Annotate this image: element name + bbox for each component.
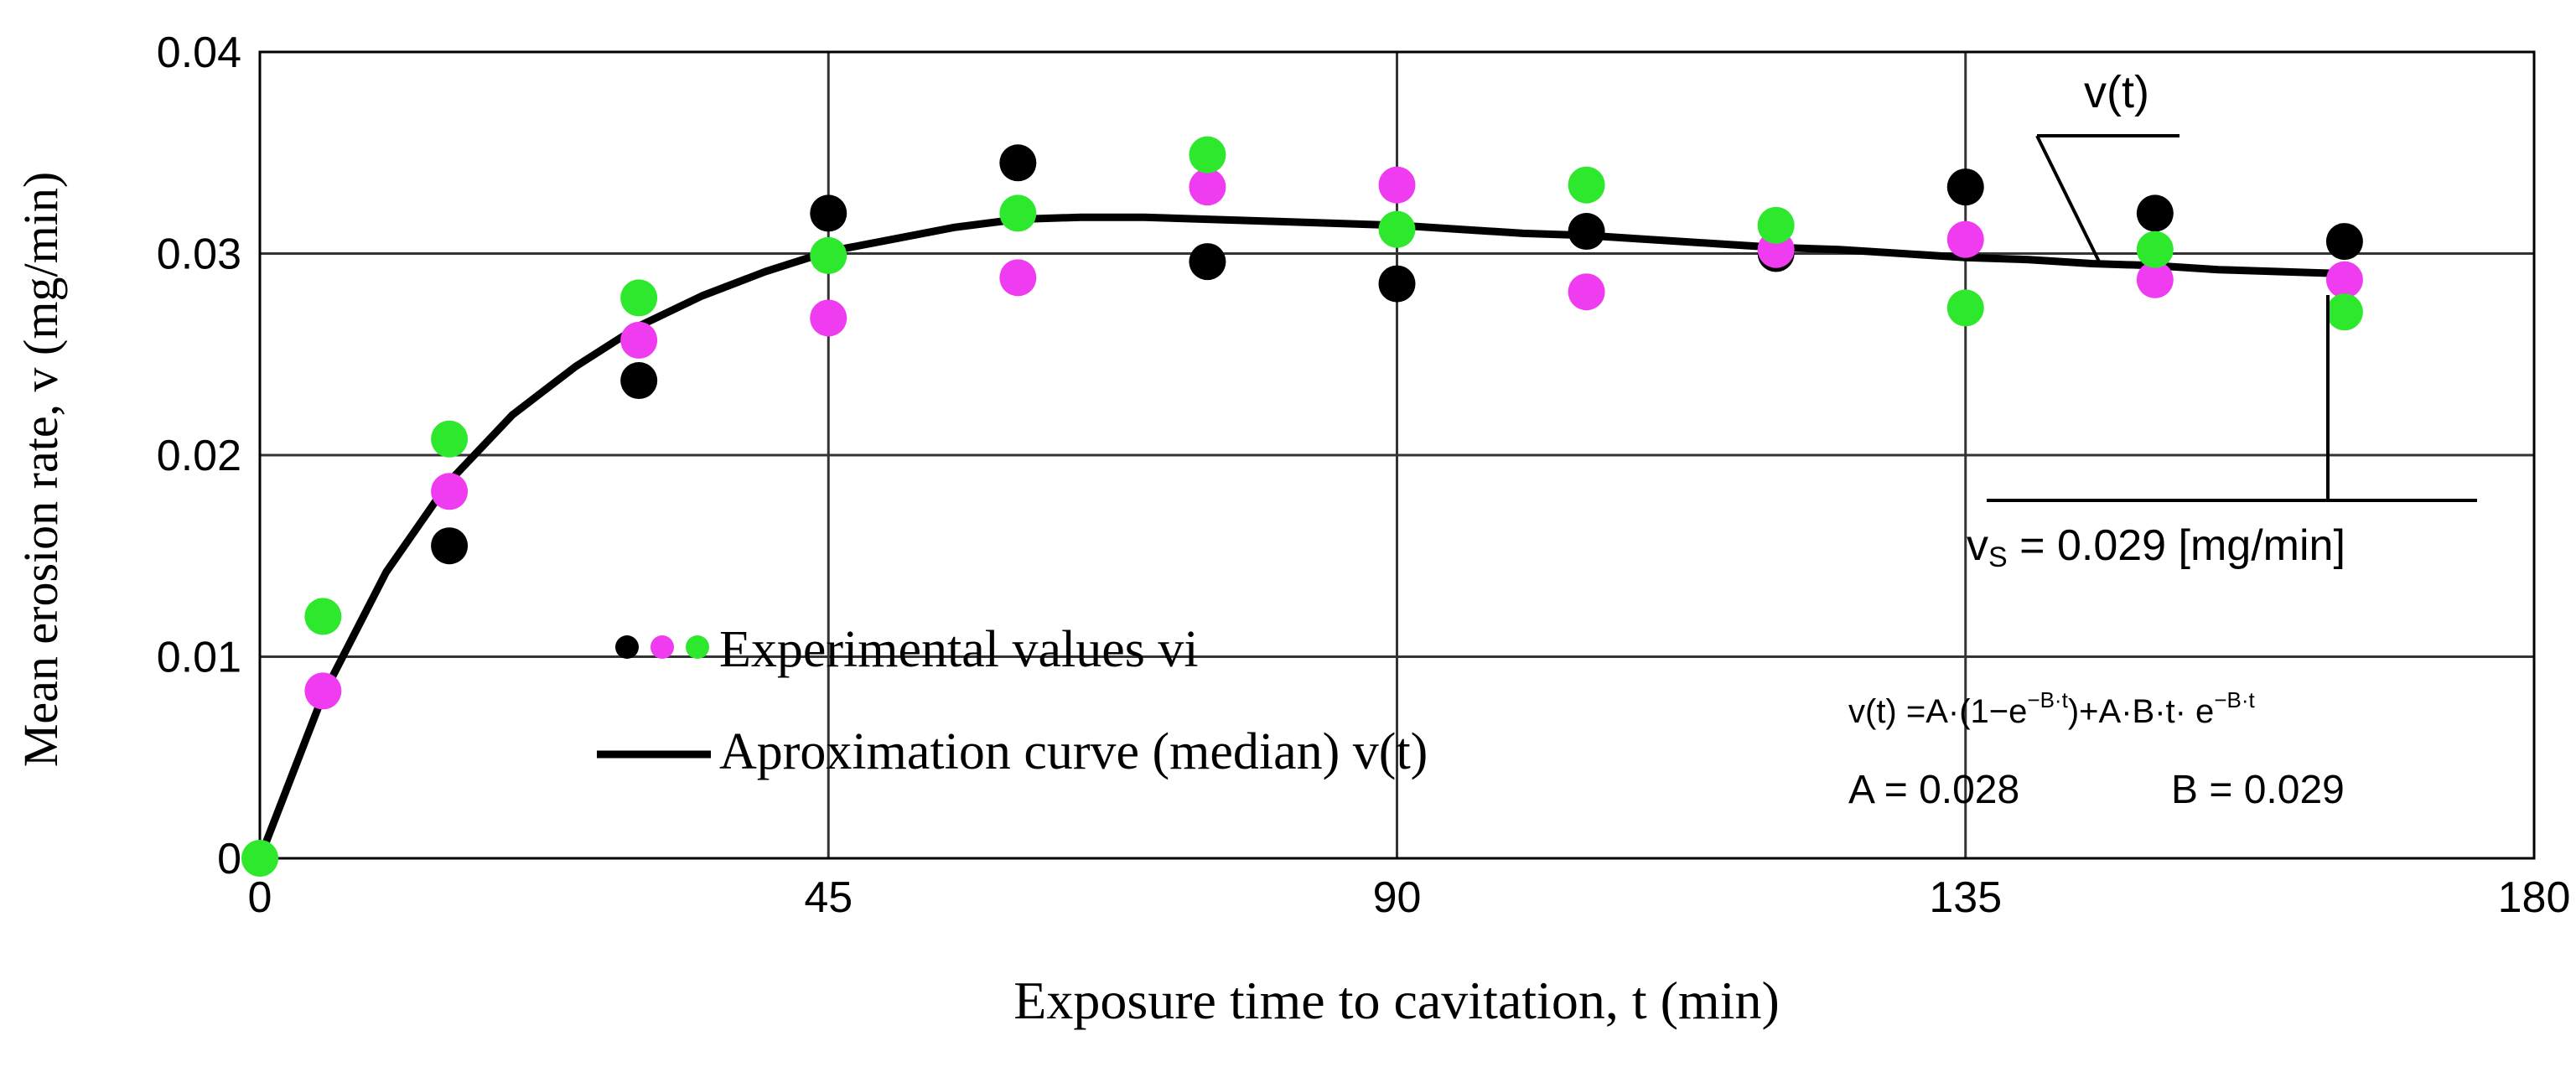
data-point <box>2325 261 2363 298</box>
legend-marker-green <box>686 635 709 659</box>
data-point <box>2325 223 2363 261</box>
y-tick-label: 0 <box>217 835 241 883</box>
data-point <box>1189 136 1226 174</box>
data-point <box>1946 168 1984 206</box>
x-tick-label: 45 <box>804 873 853 922</box>
curve-label: v(t) <box>2084 67 2149 117</box>
y-tick-label: 0.04 <box>157 28 241 77</box>
data-point <box>241 840 278 877</box>
data-point <box>810 194 847 232</box>
curve-callout-leader <box>2035 135 2102 264</box>
data-point <box>1189 168 1226 206</box>
x-tick-label: 180 <box>2498 873 2571 922</box>
data-point <box>1568 166 1605 204</box>
data-point <box>810 236 847 274</box>
data-points <box>241 136 2363 877</box>
data-point <box>1378 210 1416 248</box>
vs-label-rest: = 0.029 [mg/min] <box>2008 521 2345 570</box>
curve-layer <box>256 213 2345 860</box>
data-point <box>1189 243 1226 281</box>
data-point <box>1568 273 1605 311</box>
vs-label: vS = 0.029 [mg/min] <box>1967 521 2345 573</box>
data-point <box>1378 166 1416 204</box>
legend: Experimental values vi Aproximation curv… <box>597 621 1428 780</box>
param-a: A = 0.028 <box>1848 768 2019 812</box>
data-point <box>1946 289 1984 327</box>
data-point <box>2136 230 2174 268</box>
legend-label-curve: Aproximation curve (median) v(t) <box>719 723 1428 780</box>
data-point <box>1378 265 1416 303</box>
tick-labels: 0 45 90 135 180 0 0.01 0.02 0.03 0.04 <box>157 28 2571 922</box>
data-point <box>999 144 1037 182</box>
data-point <box>1568 213 1605 251</box>
data-point <box>1946 220 1984 258</box>
formula-exponent-2: −B·t <box>2214 687 2255 712</box>
data-point <box>620 362 658 400</box>
formula-block: v(t) =A·(1−e−B·t)+A·B·t· e−B·t A = 0.028… <box>1848 687 2345 812</box>
data-point <box>431 527 469 565</box>
x-tick-label: 0 <box>248 873 272 922</box>
param-b: B = 0.029 <box>2171 768 2345 812</box>
data-point <box>2325 293 2363 331</box>
approximation-curve <box>256 213 2345 860</box>
y-tick-label: 0.01 <box>157 634 241 682</box>
y-tick-label: 0.03 <box>157 230 241 279</box>
x-tick-label: 135 <box>1929 873 2002 922</box>
data-point <box>2136 261 2174 298</box>
legend-marker-magenta <box>650 635 674 659</box>
y-axis-label: Mean erosion rate, v (mg/min) <box>13 172 68 767</box>
formula-part-2: )+A·B·t· e <box>2068 693 2214 730</box>
data-point <box>304 672 342 710</box>
data-point <box>1757 206 1795 244</box>
x-tick-label: 90 <box>1373 873 1422 922</box>
formula: v(t) =A·(1−e−B·t)+A·B·t· e−B·t <box>1848 687 2255 730</box>
data-point <box>999 194 1037 232</box>
data-point <box>620 321 658 359</box>
data-point <box>431 420 469 458</box>
data-point <box>2136 194 2174 232</box>
plot-frame <box>258 50 2536 860</box>
formula-exponent-1: −B·t <box>2027 687 2068 712</box>
vs-callout: vS = 0.029 [mg/min] <box>1967 295 2477 573</box>
data-point <box>999 259 1037 297</box>
legend-label-experimental: Experimental values vi <box>719 621 1199 678</box>
curve-callout: v(t) <box>2035 67 2179 264</box>
data-point <box>620 279 658 317</box>
vs-label-sub: S <box>1988 541 2008 573</box>
data-point <box>304 598 342 635</box>
x-axis-label: Exposure time to cavitation, t (min) <box>1013 971 1780 1030</box>
data-point <box>431 473 469 510</box>
formula-part-1: v(t) =A·(1−e <box>1848 693 2027 730</box>
legend-marker-black <box>615 635 639 659</box>
y-tick-label: 0.02 <box>157 432 241 480</box>
data-point <box>810 299 847 337</box>
vs-label-main: v <box>1967 521 1988 570</box>
